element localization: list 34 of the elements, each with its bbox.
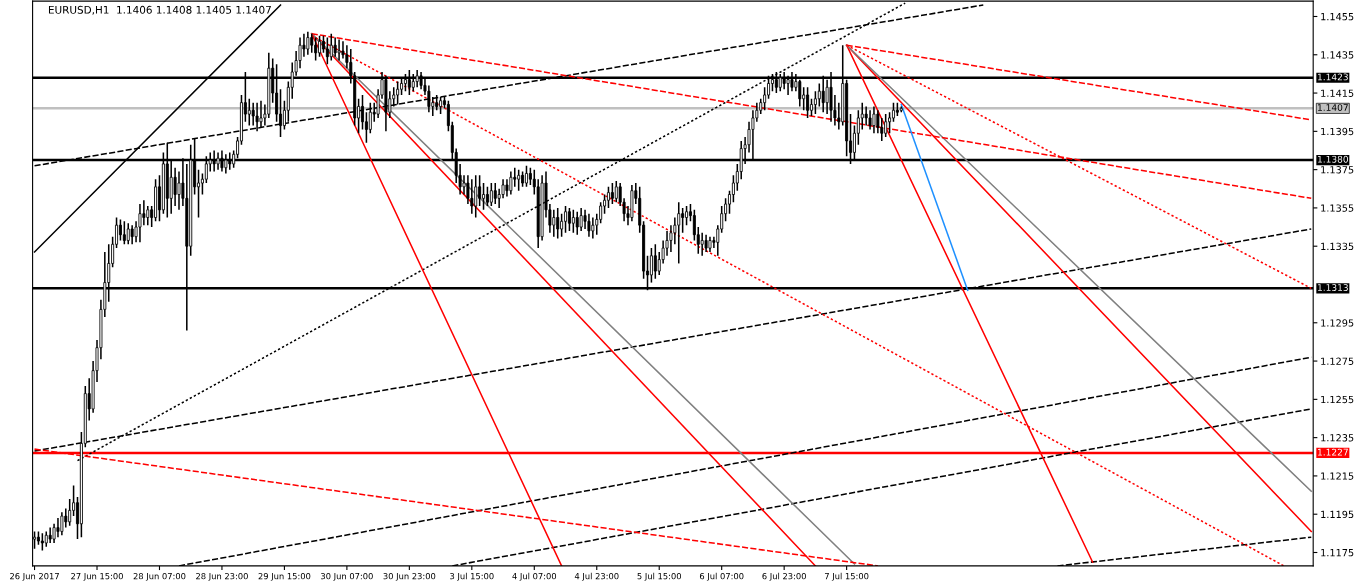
x-tick-label: 27 Jun 15:00 xyxy=(71,572,123,581)
y-tick-label: 1.1235 xyxy=(1321,434,1354,442)
y-tick-label: 1.1295 xyxy=(1321,319,1354,327)
ref-line-label: 1.1407 xyxy=(1318,104,1348,111)
x-tick-label: 4 Jul 23:00 xyxy=(574,572,619,581)
ref-line-label: 1.1423 xyxy=(1318,73,1348,81)
x-tick-label: 6 Jul 07:00 xyxy=(699,572,744,581)
y-tick-label: 1.1355 xyxy=(1321,204,1354,212)
x-tick-label: 30 Jun 23:00 xyxy=(383,572,436,581)
y-tick-label: 1.1455 xyxy=(1321,13,1354,21)
y-tick-label: 1.1435 xyxy=(1321,51,1354,59)
x-tick-label: 28 Jun 07:00 xyxy=(133,572,186,581)
x-tick-label: 29 Jun 15:00 xyxy=(258,572,311,581)
y-tick-label: 1.1255 xyxy=(1321,395,1354,404)
y-tick-label: 1.1275 xyxy=(1321,357,1354,365)
y-tick-label: 1.1175 xyxy=(1321,549,1354,557)
x-tick-label: 26 Jun 2017 xyxy=(10,572,59,581)
x-tick-label: 5 Jul 15:00 xyxy=(637,572,682,581)
y-tick-label: 1.1195 xyxy=(1321,510,1354,519)
y-tick-label: 1.1415 xyxy=(1321,89,1354,97)
y-tick-label: 1.1375 xyxy=(1321,166,1354,174)
x-tick-label: 28 Jun 23:00 xyxy=(196,572,248,581)
chart-title: EURUSD,H1 1.1406 1.1408 1.1405 1.1407 xyxy=(48,5,271,15)
ref-line-label: 1.1380 xyxy=(1318,155,1349,163)
x-tick-label: 7 Jul 15:00 xyxy=(824,572,869,581)
x-tick-label: 6 Jul 23:00 xyxy=(762,572,806,581)
x-tick-label: 4 Jul 07:00 xyxy=(512,572,557,581)
ref-line-label: 1.1313 xyxy=(1318,284,1348,291)
y-tick-label: 1.1395 xyxy=(1321,127,1354,136)
x-tick-label: 30 Jun 07:00 xyxy=(321,572,373,581)
x-tick-label: 3 Jul 15:00 xyxy=(450,572,494,581)
y-tick-label: 1.1215 xyxy=(1321,472,1354,480)
y-tick-label: 1.1335 xyxy=(1321,242,1354,251)
ref-line-label: 1.1227 xyxy=(1318,448,1348,456)
